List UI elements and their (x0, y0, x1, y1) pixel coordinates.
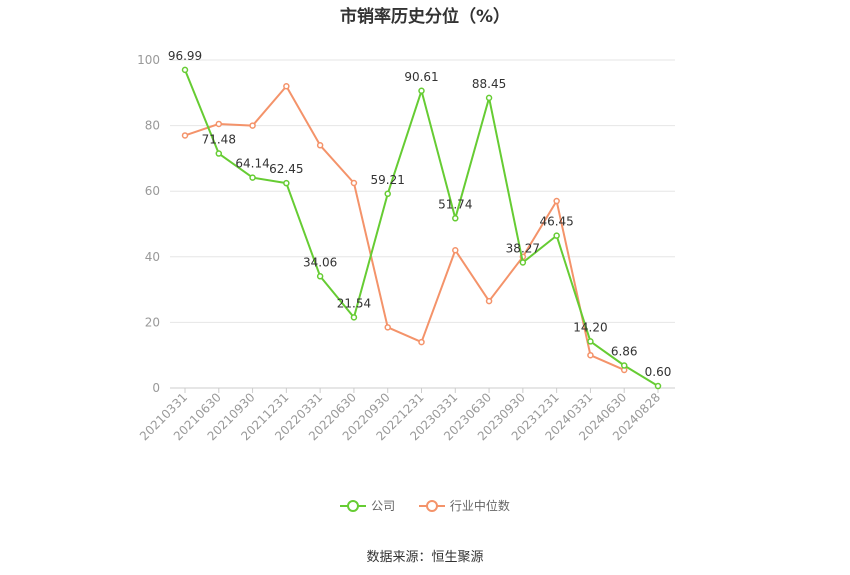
data-label-20240828: 0.60 (645, 365, 672, 379)
data-label-20231231: 46.45 (539, 215, 573, 229)
data-label-20230930: 38.27 (506, 241, 540, 255)
series-1-point-20231231 (553, 197, 560, 205)
legend: 公司 行业中位数 (0, 497, 850, 516)
data-label-20210630: 71.48 (202, 133, 236, 147)
series-0-point-20230930 (519, 259, 527, 266)
series-0-point-20221231 (418, 87, 425, 95)
series-0-point-20220630 (350, 314, 358, 321)
legend-swatch-company-icon (340, 499, 367, 513)
series-0-point-20210331 (181, 66, 189, 74)
series-1-point-20220630 (350, 179, 358, 187)
data-label-20220930: 59.21 (371, 173, 405, 187)
series-0-point-20230331 (452, 215, 459, 222)
data-label-20221231: 90.61 (404, 70, 438, 84)
data-label-20220331: 34.06 (303, 255, 337, 269)
data-label-20211231: 62.45 (269, 162, 303, 176)
y-tick-label-80: 80 (145, 119, 160, 133)
data-label-20230331: 51.74 (438, 197, 472, 211)
data-label-20240630: 6.86 (611, 344, 638, 358)
series-0-point-20240828 (654, 382, 662, 390)
series-0-point-20220930 (384, 190, 391, 198)
series-0-point-20220331 (316, 273, 324, 280)
series-0-point-20240331 (587, 338, 594, 345)
legend-label-company: 公司 (371, 499, 396, 513)
y-tick-label-100: 100 (137, 53, 160, 67)
series-1-point-20230331 (452, 246, 459, 254)
y-tick-label-0: 0 (152, 381, 160, 395)
data-label-20210331: 96.99 (168, 49, 202, 63)
series-0-point-20210630 (215, 150, 223, 157)
grid-layer (170, 59, 675, 323)
series-1-point-20220331 (316, 142, 324, 149)
series-1-point-20230630 (485, 297, 493, 305)
series-1-point-20210331 (181, 132, 189, 139)
axis-layer: 0204060801002021033120210630202109302021… (137, 53, 675, 443)
series-0-point-20231231 (553, 232, 560, 239)
data-label-20210930: 64.14 (235, 157, 269, 171)
series-1-point-20211231 (283, 82, 290, 90)
data-label-20230630: 88.45 (472, 77, 506, 91)
series-0-point-20210930 (249, 174, 256, 181)
legend-item-company[interactable]: 公司 (340, 497, 395, 514)
data-label-layer: 96.99 71.48 64.14 62.45 34.06 21.54 59.21 90.61… (168, 49, 672, 379)
series-0-point-20211231 (283, 179, 290, 187)
series-line-1 (184, 85, 625, 371)
series-layer (181, 66, 662, 390)
series-1-point-20210630 (215, 120, 223, 128)
series-1-point-20220930 (384, 324, 391, 331)
legend-swatch-industry-icon (418, 499, 445, 513)
series-1-point-20210930 (249, 122, 256, 129)
y-tick-label-40: 40 (145, 250, 160, 264)
series-1-point-20221231 (418, 338, 425, 346)
series-0-point-20230630 (485, 94, 493, 102)
series-1-point-20240331 (587, 351, 594, 359)
y-tick-label-20: 20 (145, 315, 160, 329)
legend-item-industry-median[interactable]: 行业中位数 (418, 497, 510, 514)
data-label-20240331: 14.20 (573, 320, 607, 334)
chart-title: 市销率历史分位（%） (339, 7, 511, 27)
y-tick-label-60: 60 (145, 184, 160, 198)
legend-label-industry-median: 行业中位数 (449, 499, 510, 513)
source-note: 数据来源：恒生聚源 (366, 550, 484, 565)
data-label-20220630: 21.54 (337, 296, 371, 310)
series-0-point-20240630 (620, 362, 628, 369)
